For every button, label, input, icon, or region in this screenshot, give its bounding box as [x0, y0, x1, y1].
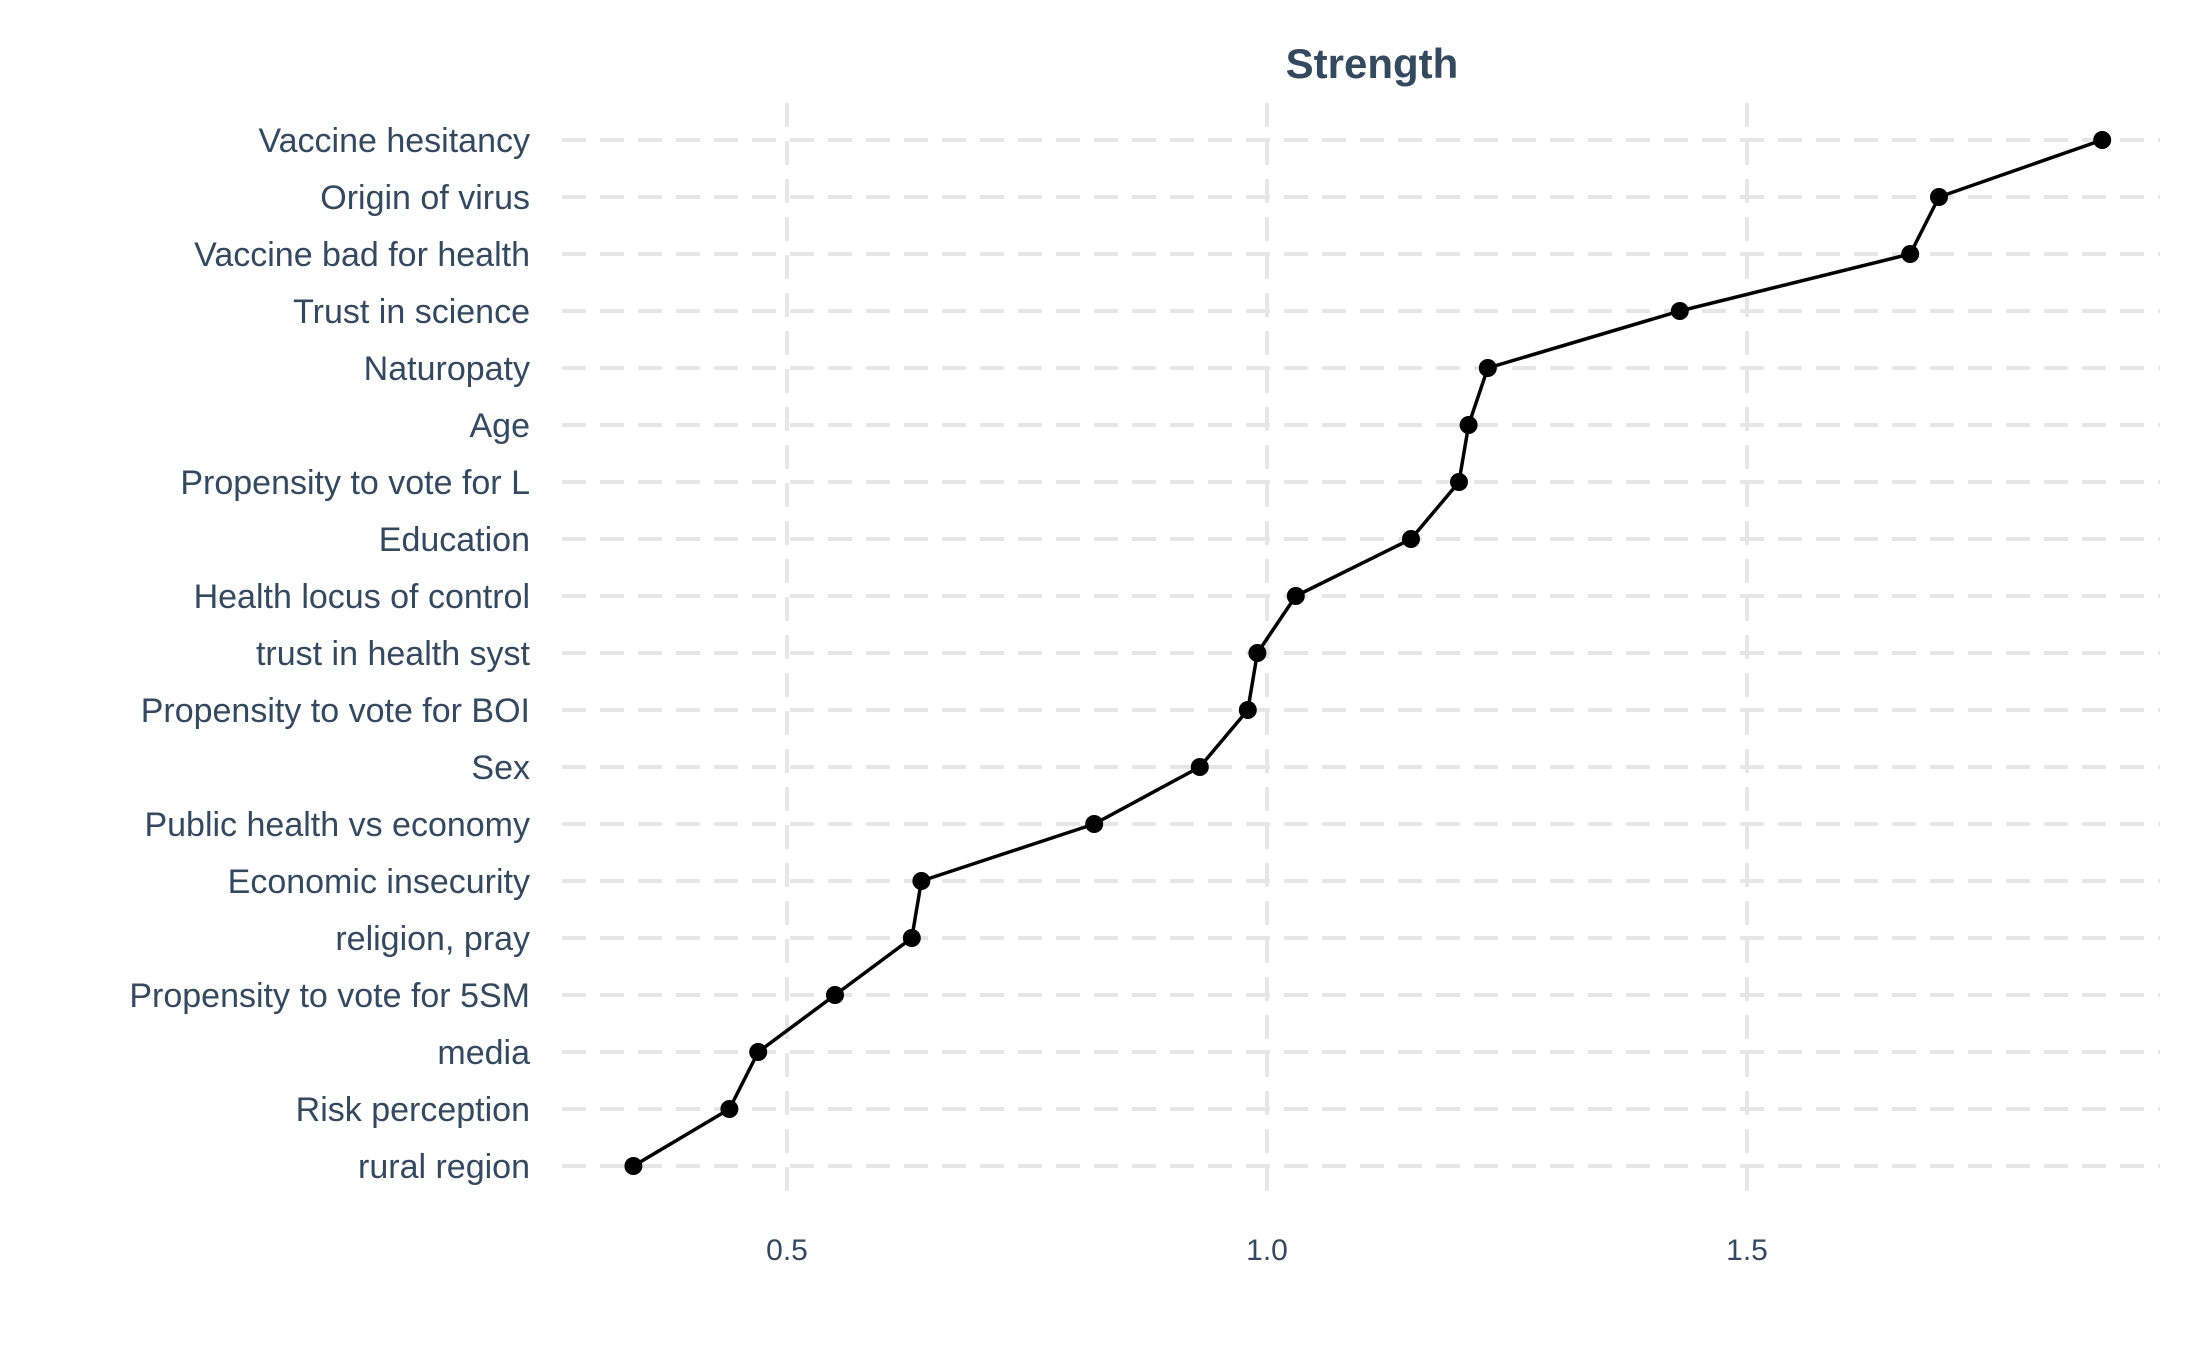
x-tick-label: 1.5 — [1726, 1234, 1768, 1267]
y-category-label: Propensity to vote for BOI — [141, 692, 530, 730]
y-category-label: Vaccine hesitancy — [258, 122, 530, 160]
series-layer — [624, 131, 2112, 1175]
y-category-label: Naturopaty — [364, 350, 530, 388]
data-point — [1402, 530, 1420, 548]
y-category-label: Economic insecurity — [228, 863, 530, 901]
data-point — [2093, 131, 2112, 149]
y-category-label: Risk perception — [296, 1091, 530, 1129]
x-tick-label: 1.0 — [1246, 1234, 1288, 1267]
y-category-label: Public health vs economy — [144, 806, 530, 844]
data-point — [912, 872, 931, 890]
data-point — [1450, 473, 1468, 491]
y-category-label: Vaccine bad for health — [194, 236, 530, 274]
y-axis-labels: Vaccine hesitancy Origin of virus Vaccine … — [129, 122, 530, 1186]
data-point — [1085, 815, 1104, 833]
y-category-label: religion, pray — [335, 920, 530, 958]
y-category-label: media — [437, 1034, 530, 1072]
y-category-label: rural region — [358, 1148, 530, 1186]
y-category-label: Health locus of control — [194, 578, 530, 616]
data-point — [826, 986, 844, 1004]
data-point — [1930, 188, 1948, 206]
x-axis-ticks: 0.5 1.0 1.5 — [766, 1234, 1768, 1267]
x-tick-label: 0.5 — [766, 1234, 808, 1267]
data-point — [902, 929, 921, 947]
grid-lines — [562, 103, 2160, 1203]
y-category-label: Propensity to vote for L — [180, 464, 530, 502]
data-point — [1901, 245, 1920, 263]
chart-title: Strength — [1286, 40, 1459, 87]
data-point — [720, 1100, 739, 1118]
data-point — [1670, 302, 1689, 320]
data-point — [749, 1043, 768, 1061]
y-category-label: Education — [379, 521, 530, 559]
y-category-label: Propensity to vote for 5SM — [129, 977, 530, 1015]
data-point — [1478, 359, 1497, 377]
data-point — [624, 1157, 643, 1175]
y-category-label: Sex — [471, 749, 530, 787]
data-point — [1459, 416, 1478, 434]
y-category-label: Trust in science — [293, 293, 530, 331]
data-point — [1238, 701, 1257, 719]
data-point — [1286, 587, 1305, 605]
y-category-label: trust in health syst — [256, 635, 531, 673]
y-category-label: Origin of virus — [320, 179, 530, 217]
data-point — [1190, 758, 1209, 776]
y-category-label: Age — [470, 407, 531, 445]
data-point — [1248, 644, 1267, 662]
